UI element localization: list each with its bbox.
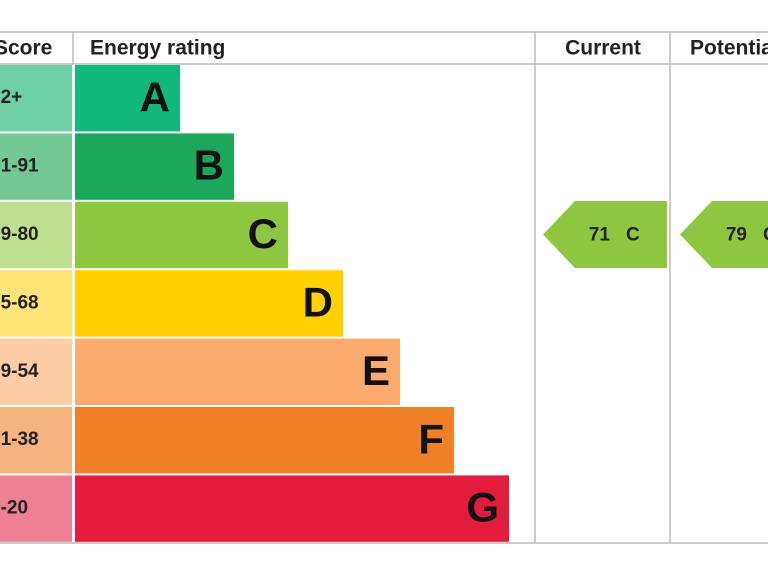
- rating-bar: [75, 407, 454, 474]
- score-range: 92+: [0, 87, 22, 108]
- score-cell: [0, 270, 72, 337]
- score-cell: [0, 407, 72, 474]
- score-range: 55-68: [0, 292, 39, 313]
- rating-letter: C: [248, 210, 278, 257]
- header-potential: Potential: [690, 37, 768, 60]
- current-value: 71: [589, 225, 611, 246]
- rating-letter: E: [362, 347, 390, 394]
- potential-value: 79: [726, 225, 747, 246]
- rating-letter: B: [194, 142, 224, 189]
- header-current: Current: [565, 37, 641, 60]
- header-score: Score: [0, 37, 52, 60]
- score-range: 21-38: [0, 429, 39, 450]
- score-range: 81-91: [0, 156, 39, 177]
- potential-arrow: [680, 201, 768, 268]
- score-cell: [0, 133, 72, 200]
- rating-letter: D: [303, 278, 333, 325]
- score-range: 69-80: [0, 224, 39, 245]
- rating-bar: [75, 475, 509, 542]
- score-cell: [0, 65, 72, 132]
- score-range: 39-54: [0, 361, 39, 382]
- current-letter: C: [626, 225, 640, 246]
- score-cell: [0, 201, 72, 269]
- table-lines: [0, 31, 768, 544]
- rating-letter: F: [418, 415, 444, 462]
- rating-bar: [75, 65, 180, 132]
- current-arrow: [543, 201, 667, 268]
- potential-letter: C: [763, 225, 768, 246]
- rating-bar: [75, 338, 400, 405]
- rating-bar: [75, 201, 288, 269]
- score-range: 1-20: [0, 498, 28, 519]
- rating-letter: G: [466, 484, 499, 531]
- score-cell: [0, 338, 72, 405]
- rating-letter: A: [140, 73, 170, 120]
- rating-bar: [75, 133, 234, 200]
- header-rating: Energy rating: [90, 37, 225, 60]
- score-cell: [0, 475, 72, 542]
- rating-bar: [75, 270, 343, 337]
